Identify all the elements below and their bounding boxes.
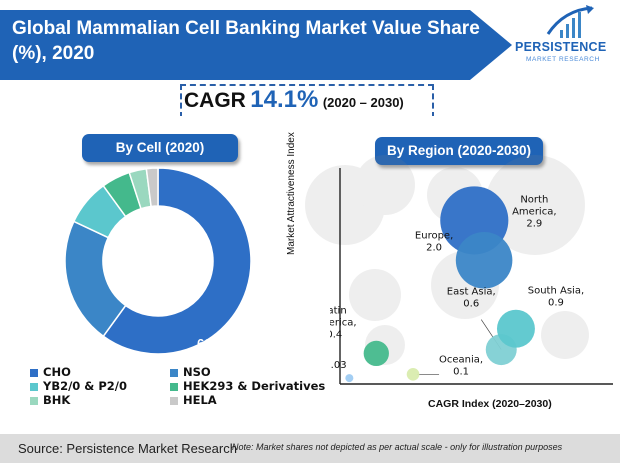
legend-item-cho: CHO (30, 365, 71, 379)
donut-chart: 60% (64, 167, 252, 355)
legend-label: CHO (43, 365, 71, 379)
logo-icon (546, 5, 594, 38)
legend-label: HEK293 & Derivatives (183, 379, 326, 393)
legend-swatch (30, 396, 38, 405)
legend-item-hek293-derivatives: HEK293 & Derivatives (170, 379, 325, 393)
y-axis-label: Market Attractiveness Index (286, 132, 297, 255)
legend-item-nso: NSO (170, 365, 211, 379)
cagr-range: (2020 – 2030) (322, 95, 404, 110)
donut-legend: CHO NSO YB2/0 & P2/0 HEK293 & Derivatives BH… (30, 365, 330, 425)
bubble-label-europe: Europe, 2.0 (415, 230, 453, 253)
legend-item-yb2-0-p2-0: YB2/0 & P2/0 (30, 379, 127, 393)
legend-swatch (30, 382, 38, 391)
by-region-heading: By Region (2020-2030) (375, 137, 543, 165)
bubble-label-mea: MEA, 0.03 (330, 360, 347, 371)
bubble-label-north-america: North America, 2.9 (512, 194, 556, 229)
legend-swatch (30, 368, 38, 377)
legend-swatch (170, 396, 178, 405)
footer-source: Source: Persistence Market Research (18, 441, 237, 456)
donut-slice-hela (145, 167, 159, 208)
donut-slice-nso (64, 220, 127, 338)
title-banner (0, 10, 512, 80)
bubble-label-latin-america: LatinAmerica,0.4 (330, 305, 357, 340)
donut-slice-cho (102, 167, 252, 355)
legend-item-bhk: BHK (30, 393, 70, 407)
legend-item-hela: HELA (170, 393, 217, 407)
bubble-label-oceania: Oceania, 0.1 (439, 354, 483, 377)
x-axis-label: CAGR Index (2020–2030) (428, 398, 552, 410)
page-title: Global Mammalian Cell Banking Market Val… (12, 18, 480, 64)
cagr-label: CAGR (184, 89, 246, 112)
cagr-value: 14.1% (250, 86, 319, 113)
bubble-south-asia (496, 309, 535, 348)
bubble-europe (455, 232, 513, 289)
legend-label: YB2/0 & P2/0 (43, 379, 127, 393)
logo-name: PERSISTENCE (515, 40, 607, 54)
bubble-chart: North America, 2.9 Europe, 2.0 East Asia, 0.6 S… (330, 168, 613, 385)
bubble-label-south-asia: South Asia, 0.9 (528, 286, 584, 309)
legend-label: BHK (43, 393, 71, 407)
cagr-frame-gap (180, 116, 434, 120)
cagr-callout: CAGR 14.1% (2020 – 2030) (184, 86, 404, 114)
cagr-frame (180, 84, 434, 118)
bubble-mea (345, 374, 354, 383)
legend-label: NSO (183, 365, 211, 379)
legend-swatch (170, 382, 178, 391)
footer-note: Note: Market shares not depicted as per … (232, 442, 563, 452)
logo-subtitle: MARKET RESEARCH (526, 56, 600, 63)
bubble-label-east-asia: East Asia, 0.6 (447, 287, 496, 310)
legend-label: HELA (183, 393, 217, 407)
bubble-latin-america (363, 340, 389, 367)
donut-data-label-cho: 60% (197, 336, 223, 351)
footer-bar (0, 434, 620, 463)
bubble-oceania (406, 367, 420, 381)
legend-swatch (170, 368, 178, 377)
by-cell-heading: By Cell (2020) (82, 134, 238, 162)
